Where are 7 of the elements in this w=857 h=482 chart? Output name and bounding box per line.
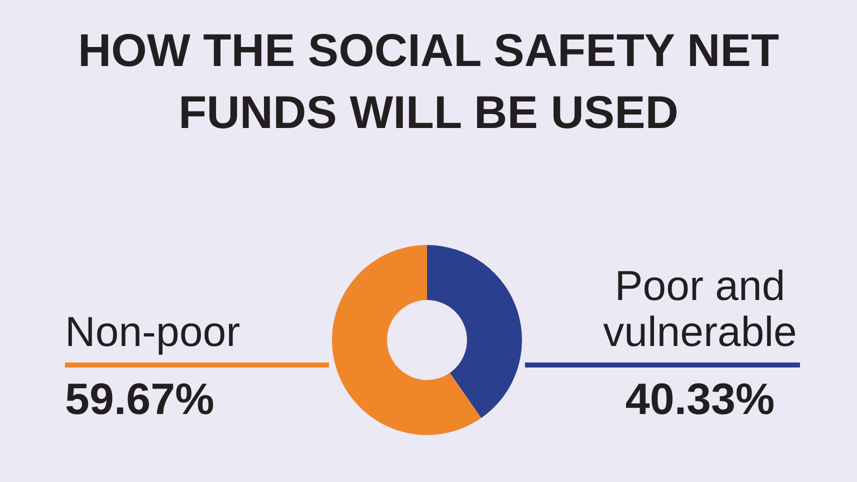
chart-title: HOW THE SOCIAL SAFETY NET FUNDS WILL BE USED (78, 24, 780, 138)
slice-label: Poor and vulnerable (603, 262, 797, 355)
donut-slice (427, 245, 522, 418)
data-label: 59.67% (65, 375, 214, 424)
slice-label: Non-poor (65, 308, 240, 355)
donut-slice (332, 245, 482, 435)
data-label: 40.33% (625, 375, 775, 424)
